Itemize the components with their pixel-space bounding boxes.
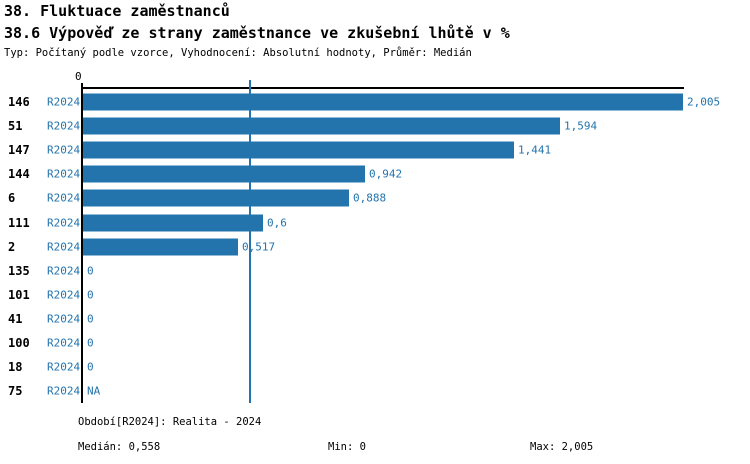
bar <box>83 141 514 159</box>
chart-row: 75 R2024 NA <box>0 379 750 403</box>
chart-row: 147 R2024 1,441 <box>0 138 750 162</box>
bar <box>83 165 365 183</box>
row-period-label: R2024 <box>47 167 81 181</box>
row-period-label: R2024 <box>47 216 81 230</box>
row-period-label: R2024 <box>47 143 81 157</box>
bar-value-label: NA <box>87 384 101 398</box>
bar <box>83 238 238 256</box>
bar-value-label: 0,888 <box>353 191 387 205</box>
row-period-label: R2024 <box>47 119 81 133</box>
row-period-label: R2024 <box>47 288 81 302</box>
bar <box>83 189 349 207</box>
bar-value-label: 0,6 <box>267 216 287 230</box>
y-axis-line <box>81 83 83 403</box>
chart-row: 111 R2024 0,6 <box>0 210 750 234</box>
row-category-label: 6 <box>8 191 16 206</box>
row-category-label: 2 <box>8 239 16 254</box>
row-period-label: R2024 <box>47 191 81 205</box>
bar-value-label: 1,441 <box>518 143 552 157</box>
chart-row: 51 R2024 1,594 <box>0 114 750 138</box>
row-category-label: 51 <box>8 119 23 134</box>
bar-value-label: 1,594 <box>564 119 598 133</box>
chart-row: 100 R2024 0 <box>0 331 750 355</box>
row-category-label: 75 <box>8 384 23 399</box>
row-category-label: 111 <box>8 215 30 230</box>
row-period-label: R2024 <box>47 384 81 398</box>
row-category-label: 18 <box>8 360 23 375</box>
bar <box>83 214 263 232</box>
row-period-label: R2024 <box>47 240 81 254</box>
row-category-label: 41 <box>8 311 23 326</box>
row-category-label: 101 <box>8 287 30 302</box>
bar-value-label: 0 <box>87 336 94 350</box>
bar-value-label: 0,942 <box>369 167 403 181</box>
row-category-label: 147 <box>8 143 30 158</box>
row-category-label: 144 <box>8 167 30 182</box>
chart-row: 2 R2024 0,517 <box>0 235 750 259</box>
chart-row: 18 R2024 0 <box>0 355 750 379</box>
row-category-label: 146 <box>8 95 30 110</box>
chart-row: 101 R2024 0 <box>0 283 750 307</box>
bar-value-label: 2,005 <box>687 95 721 109</box>
bar-value-label: 0 <box>87 288 94 302</box>
footer-min-stat: Min: 0 <box>328 441 366 453</box>
chart-meta-info: Typ: Počítaný podle vzorce, Vyhodnocení:… <box>4 47 472 59</box>
chart-row: 135 R2024 0 <box>0 259 750 283</box>
bar <box>83 117 560 135</box>
bar-value-label: 0,517 <box>242 240 276 254</box>
row-period-label: R2024 <box>47 360 81 374</box>
median-line <box>249 80 251 403</box>
row-period-label: R2024 <box>47 312 81 326</box>
x-axis-line <box>81 87 684 89</box>
row-period-label: R2024 <box>47 95 81 109</box>
chart-title: 38.6 Výpověď ze strany zaměstnance ve zk… <box>4 24 510 42</box>
footer-max-stat: Max: 2,005 <box>530 441 594 453</box>
bar-value-label: 0 <box>87 264 94 278</box>
chart-row: 146 R2024 2,005 <box>0 90 750 114</box>
bar <box>83 93 683 111</box>
chart-row: 41 R2024 0 <box>0 307 750 331</box>
chart-row: 144 R2024 0,942 <box>0 162 750 186</box>
chart-row: 6 R2024 0,888 <box>0 186 750 210</box>
chart-rows: 146 R2024 2,005 51 R2024 1,594 147 R2024 1,441 14… <box>0 90 750 403</box>
row-period-label: R2024 <box>47 336 81 350</box>
bar-value-label: 0 <box>87 312 94 326</box>
footer-period-info: Období[R2024]: Realita - 2024 <box>78 416 262 428</box>
row-period-label: R2024 <box>47 264 81 278</box>
footer-median-stat: Medián: 0,558 <box>78 441 161 453</box>
x-axis-zero-tick-label: 0 <box>75 70 82 83</box>
report-title: 38. Fluktuace zaměstnanců <box>4 2 230 20</box>
bar-value-label: 0 <box>87 360 94 374</box>
row-category-label: 135 <box>8 263 30 278</box>
row-category-label: 100 <box>8 335 30 350</box>
